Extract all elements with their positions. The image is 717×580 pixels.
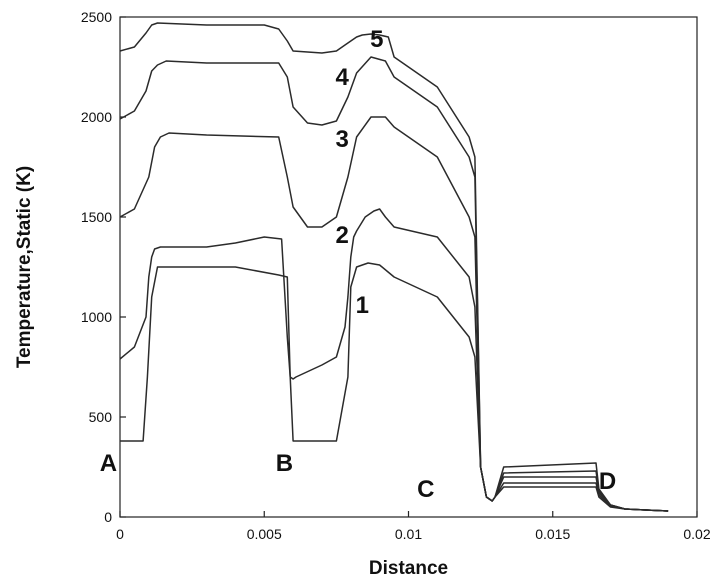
- x-tick-label: 0.005: [247, 526, 282, 542]
- x-axis-ticks: 0 0.005 0.01 0.015 0.02: [116, 511, 711, 542]
- y-tick-label: 0: [104, 509, 112, 525]
- y-axis-label: Temperature,Static (K): [14, 166, 35, 368]
- point-label-D: D: [599, 468, 616, 495]
- point-label-B: B: [276, 450, 293, 477]
- series-line-5: [119, 22, 669, 512]
- annotation-labels: 1 2 3 45 A B C D: [100, 26, 616, 503]
- curve-label-3: 3: [335, 126, 348, 153]
- x-tick-label: 0: [116, 526, 124, 542]
- curve-label-5: 5: [370, 26, 383, 53]
- y-tick-label: 500: [89, 409, 113, 425]
- y-tick-label: 2500: [81, 9, 112, 25]
- series-line-4: [119, 56, 669, 512]
- x-tick-label: 0.01: [395, 526, 422, 542]
- series-line-2: [119, 208, 669, 512]
- curve-label-4: 4: [335, 64, 349, 91]
- point-label-C: C: [417, 476, 434, 503]
- x-tick-label: 0.02: [683, 526, 710, 542]
- y-tick-label: 1000: [81, 309, 112, 325]
- curve-label-1: 1: [356, 292, 369, 319]
- x-axis-label: Distance: [369, 558, 448, 579]
- series-line-1: [120, 262, 669, 512]
- series-lines: [119, 22, 669, 512]
- series-line-3: [119, 116, 669, 512]
- y-axis-ticks: 0 500 1000 1500 2000 2500: [81, 9, 126, 525]
- y-tick-label: 2000: [81, 109, 112, 125]
- y-tick-label: 1500: [81, 209, 112, 225]
- curve-label-2: 2: [335, 222, 348, 249]
- point-label-A: A: [100, 450, 117, 477]
- x-tick-label: 0.015: [535, 526, 570, 542]
